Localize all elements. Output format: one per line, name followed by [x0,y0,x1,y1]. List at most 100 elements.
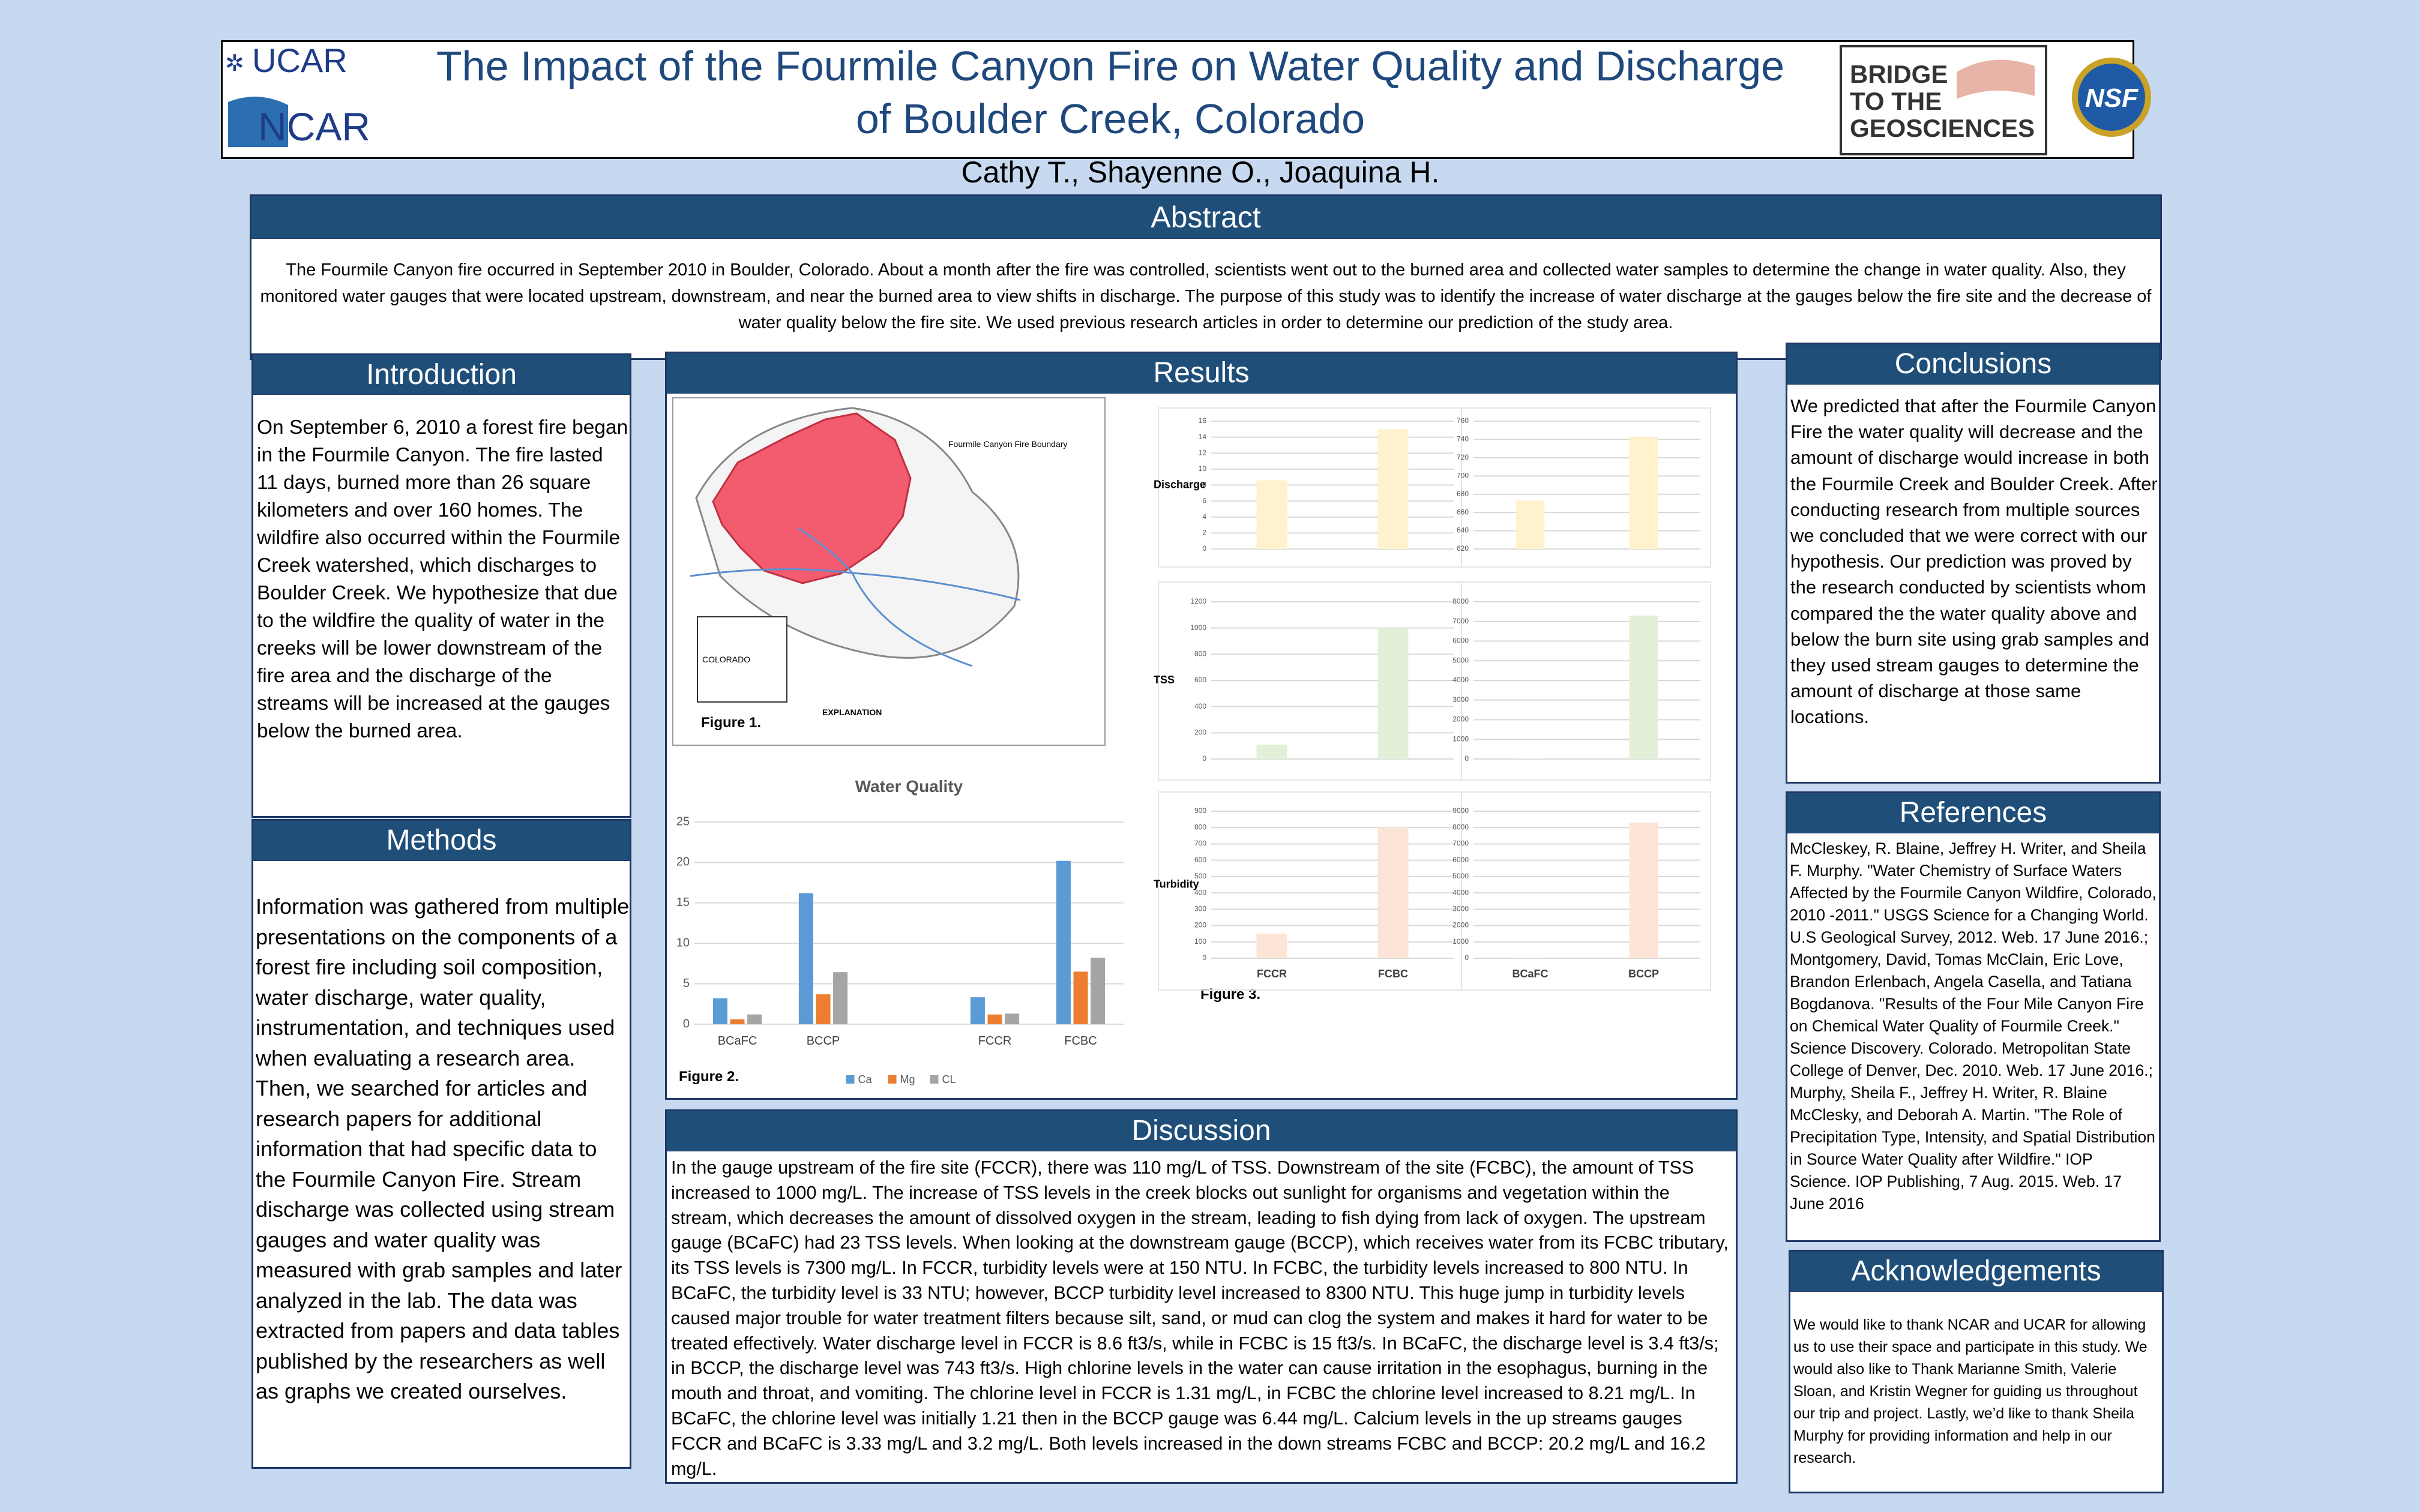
y-tick-label: 1000 [1190,623,1206,632]
y-tick-label: 12 [1199,448,1207,457]
logo-text: NCAR [258,104,370,149]
y-axis-label: TSS [1154,674,1175,686]
legend-swatch [846,1075,855,1084]
bar [1005,1013,1020,1024]
bar [1629,615,1658,759]
logo-mark [228,97,288,147]
y-tick-label: 800 [1194,823,1206,831]
chart-title: Water Quality [855,777,963,796]
y-axis-label: Turbidity [1154,878,1199,890]
bar [1377,628,1409,759]
logo-disc [2078,64,2145,131]
y-tick-label: 720 [1457,453,1469,461]
y-tick-label: 8000 [1452,597,1469,605]
section-heading: Conclusions [1786,343,2161,386]
panel-frame [1461,581,1711,781]
discussion-text: In the gauge upstream of the fire site (… [671,1157,1729,1479]
methods-text: Information was gathered from multiple p… [256,894,630,1403]
fire-boundary [712,412,912,584]
y-tick-label: 0 [1464,953,1469,962]
y-tick-label: 300 [1194,905,1206,913]
title: The Impact of the Fourmile Canyon Fire o… [420,40,1801,145]
map-figure: COLORADO Fourmile Canyon Fire Boundary E… [672,397,1106,746]
bar [1256,934,1287,958]
section-heading: Abstract [250,194,2162,240]
y-tick-label: 2000 [1452,715,1469,724]
y-tick-label: 4 [1202,512,1206,521]
y-tick-label: 2 [1202,529,1206,537]
discussion-box [665,1151,1738,1484]
y-tick-label: 2000 [1452,921,1469,929]
header-box [221,40,2134,159]
figure-caption: Figure 2. [679,1069,739,1085]
methods-box [251,861,631,1469]
bar [798,893,813,1024]
y-tick-label: 0 [1202,953,1206,962]
bar [1073,971,1088,1024]
y-tick-label: 200 [1194,728,1206,737]
x-tick-label: FCBC [1064,1034,1097,1048]
map-inset [697,616,787,703]
y-tick-label: 8 [1202,481,1206,489]
y-tick-label: 500 [1194,872,1206,880]
y-tick-label: 400 [1194,702,1206,710]
y-tick-label: 400 [1194,888,1206,896]
acknowledgements-box [1789,1292,2164,1493]
y-tick-label: 0 [1464,754,1469,763]
bar [1256,480,1287,549]
y-tick-label: 9000 [1452,806,1469,815]
bar [1629,436,1658,549]
y-tick-label: 4000 [1452,676,1469,684]
section-heading: Introduction [251,353,631,396]
bar [1516,500,1545,549]
y-tick-label: 6 [1202,496,1206,505]
y-tick-label: 15 [676,896,690,909]
legend-label: Mg [900,1073,915,1085]
legend-swatch [930,1075,939,1084]
logo-text: UCAR [252,41,348,79]
map-label: COLORADO [702,655,750,664]
introduction-text: On September 6, 2010 a forest fire began… [257,416,628,742]
abstract-text: The Fourmile Canyon fire occurred in Sep… [260,260,2152,332]
references-text: McCleskey, R. Blaine, Jeffrey H. Writer,… [1790,839,2157,1213]
logo-mark [1957,59,2035,99]
logo-text: GEOSCIENCES [1850,114,2035,142]
y-tick-label: 680 [1457,490,1469,498]
y-tick-label: 660 [1457,508,1469,516]
y-tick-label: 620 [1457,544,1469,553]
nsf-logo: NSF [2072,58,2151,137]
y-tick-label: 10 [1199,464,1207,473]
y-tick-label: 800 [1194,650,1206,658]
y-tick-label: 5 [683,977,690,990]
section-heading: References [1786,791,2161,835]
x-tick-label: BCaFC [718,1034,757,1048]
y-tick-label: 700 [1194,839,1206,848]
references-box [1786,833,2161,1242]
y-tick-label: 4000 [1452,888,1469,896]
bar [1516,758,1545,759]
y-tick-label: 6000 [1452,856,1469,864]
y-tick-label: 1000 [1452,734,1469,743]
y-tick-label: 100 [1194,937,1206,946]
bar [1091,958,1106,1024]
y-tick-label: 0 [683,1017,690,1030]
bar [833,972,848,1024]
y-tick-label: 20 [676,856,690,869]
y-tick-label: 700 [1457,471,1469,479]
bar [1256,744,1287,759]
bar [747,1014,762,1024]
title-line: The Impact of the Fourmile Canyon Fire o… [436,43,1785,89]
legend-swatch [888,1075,897,1084]
bar [987,1014,1002,1024]
y-tick-label: 5000 [1452,656,1469,664]
map-label: Fourmile Canyon Fire Boundary [948,439,1067,449]
stream [690,527,1021,667]
y-tick-label: 7000 [1452,839,1469,848]
x-tick-label: BCCP [807,1034,840,1048]
panel-frame [1461,791,1711,991]
title-line: of Boulder Creek, Colorado [855,95,1365,142]
map-label: EXPLANATION [822,707,882,717]
logo-text: NSF [2085,83,2139,113]
legend-label: CL [942,1073,956,1085]
legend-label: Ca [858,1073,873,1085]
